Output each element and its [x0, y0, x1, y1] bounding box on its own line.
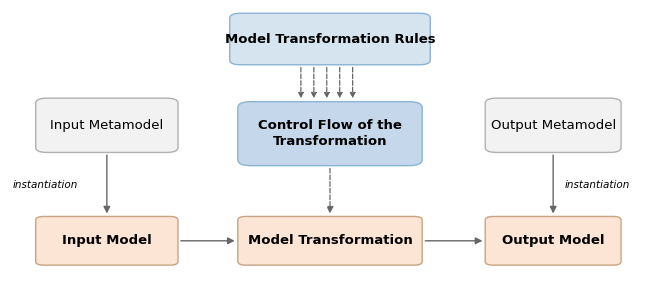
Text: Input Model: Input Model — [62, 234, 152, 247]
Text: Model Transformation: Model Transformation — [248, 234, 412, 247]
Text: Output Metamodel: Output Metamodel — [490, 119, 616, 132]
FancyBboxPatch shape — [238, 216, 422, 265]
Text: Control Flow of the
Transformation: Control Flow of the Transformation — [258, 119, 402, 148]
FancyBboxPatch shape — [230, 13, 430, 65]
Text: instantiation: instantiation — [13, 180, 79, 190]
FancyBboxPatch shape — [238, 102, 422, 166]
FancyBboxPatch shape — [485, 216, 621, 265]
Text: Output Model: Output Model — [502, 234, 605, 247]
FancyBboxPatch shape — [485, 98, 621, 153]
Text: instantiation: instantiation — [564, 180, 630, 190]
Text: Model Transformation Rules: Model Transformation Rules — [224, 33, 436, 45]
FancyBboxPatch shape — [36, 216, 178, 265]
FancyBboxPatch shape — [36, 98, 178, 153]
Text: Input Metamodel: Input Metamodel — [50, 119, 164, 132]
